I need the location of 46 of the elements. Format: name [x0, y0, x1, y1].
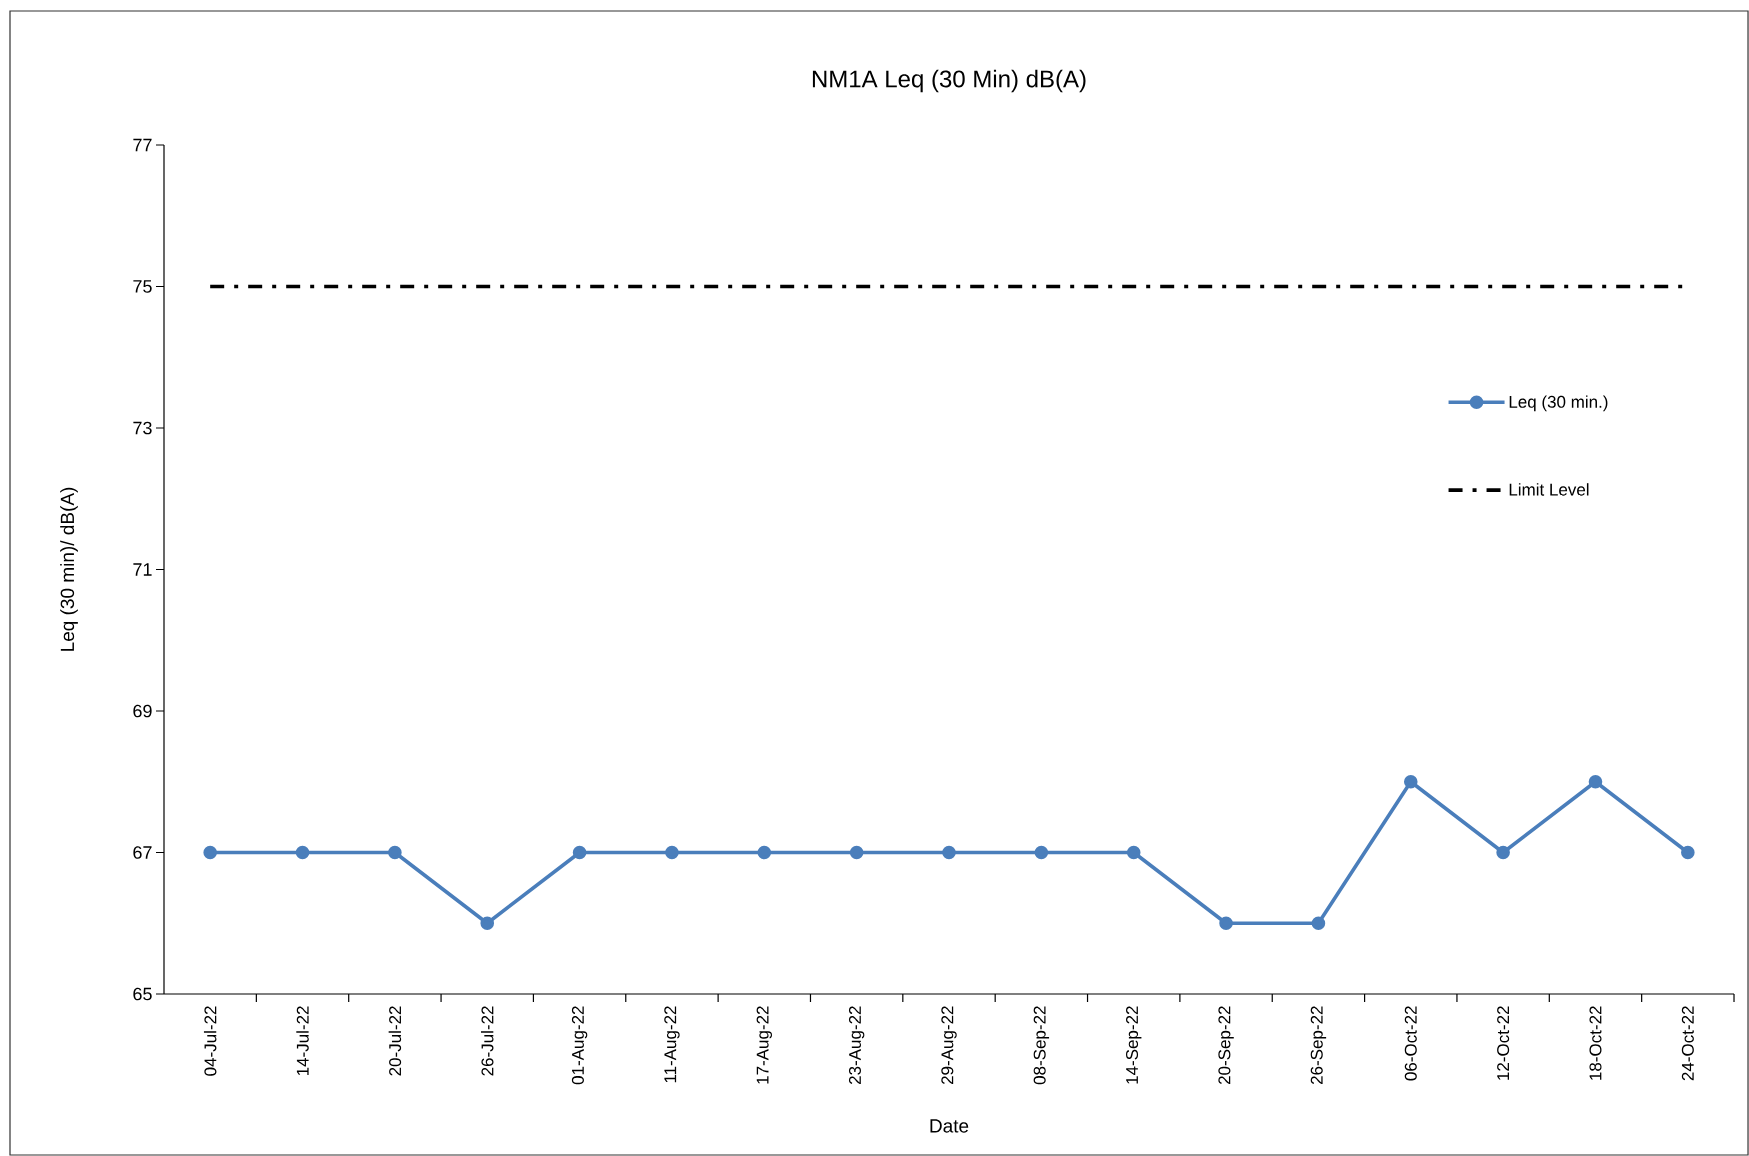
point [1311, 916, 1326, 931]
y-tick-label: 65 [133, 987, 152, 1001]
legend-label: Leq (30 min.) [1509, 395, 1608, 412]
point [665, 845, 679, 860]
chart-title: NM1A Leq (30 Min) dB(A) [812, 69, 1086, 93]
point [203, 845, 217, 860]
x-tick-label: 26-Jul-22 [481, 1006, 494, 1076]
x-tick-label: 23-Aug-22 [848, 1006, 865, 1085]
y-tick-label: 71 [133, 563, 152, 576]
x-tick-label: 06-Oct-22 [1404, 1006, 1417, 1081]
y-tick-label: 77 [133, 138, 152, 152]
x-tick-label: 20-Sep-22 [1218, 1006, 1234, 1085]
point [942, 845, 956, 860]
point [1219, 916, 1233, 931]
x-tick-label: 29-Aug-22 [941, 1006, 957, 1085]
point [1496, 845, 1510, 860]
x-tick-label: 20-Jul-22 [388, 1006, 402, 1076]
legend-label: Limit Level [1509, 483, 1589, 496]
x-tick-label: 24-Oct-22 [1681, 1006, 1694, 1081]
x-tick-label: 26-Sep-22 [1310, 1006, 1327, 1085]
point [295, 845, 310, 860]
x-tick-label: 11-Aug-22 [664, 1006, 680, 1083]
point [849, 845, 864, 860]
x-tick-label: 08-Sep-22 [1033, 1006, 1050, 1085]
point [1034, 845, 1049, 860]
point [572, 845, 587, 860]
x-axis-title: Date [930, 1119, 969, 1133]
x-tick-label: 12-Oct-22 [1497, 1006, 1510, 1080]
y-tick-label: 69 [133, 704, 152, 718]
point [1681, 845, 1695, 860]
y-axis-title: Leq (30 min)/ dB(A) [60, 487, 78, 651]
point [480, 916, 495, 931]
x-tick-label: 17-Aug-22 [756, 1006, 772, 1084]
x-tick-label: 01-Aug-22 [571, 1006, 588, 1085]
point [1126, 845, 1141, 860]
y-tick-label: 67 [133, 846, 152, 859]
x-tick-label: 18-Oct-22 [1589, 1006, 1602, 1080]
point [1588, 774, 1603, 789]
point [757, 845, 772, 860]
y-tick-label: 73 [133, 421, 152, 435]
y-tick-label: 75 [133, 280, 152, 293]
point [388, 845, 402, 860]
x-tick-label: 04-Jul-22 [203, 1006, 217, 1076]
x-tick-label: 14-Jul-22 [296, 1006, 309, 1076]
point [1403, 774, 1418, 789]
x-tick-label: 14-Sep-22 [1126, 1006, 1142, 1084]
